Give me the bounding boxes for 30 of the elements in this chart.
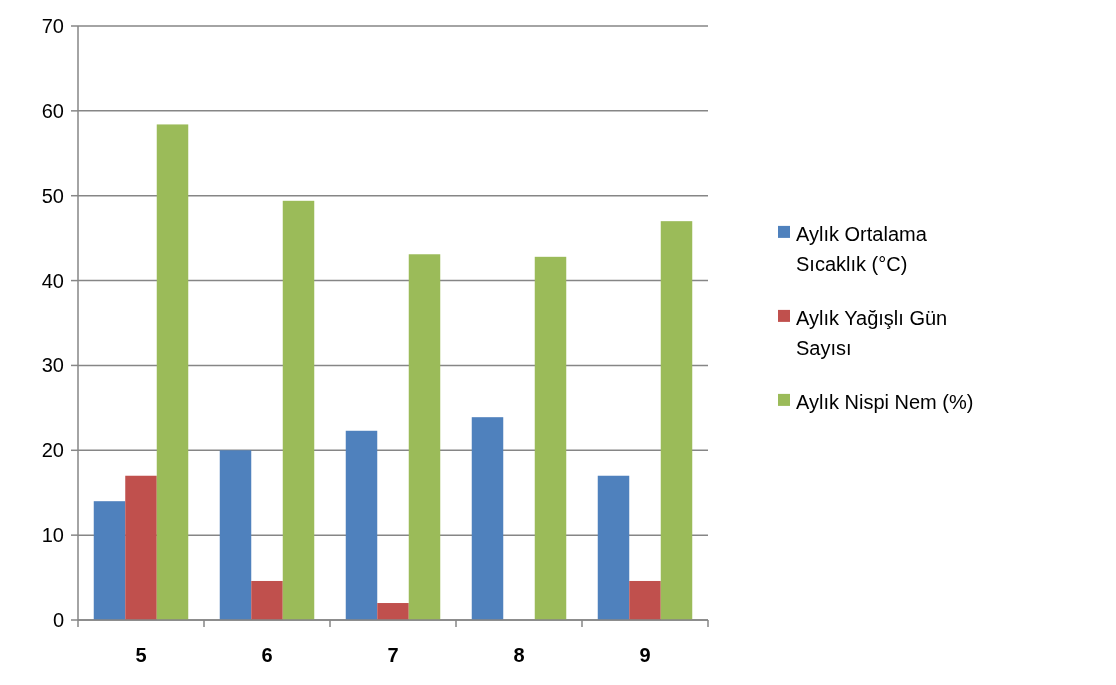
- legend-label: Aylık Yağışlı Gün Sayısı: [796, 306, 948, 359]
- x-tick-label: 5: [135, 644, 147, 666]
- bar: [534, 256, 567, 620]
- bar: [597, 475, 630, 620]
- bar: [471, 417, 504, 620]
- y-tick-label: 10: [41, 524, 64, 547]
- bar: [345, 430, 378, 620]
- y-tick-label: 70: [41, 15, 64, 37]
- y-tick-label: 20: [41, 439, 64, 462]
- legend-label: Aylık Ortalama Sıcaklık (°C): [796, 222, 928, 275]
- bar: [660, 221, 693, 620]
- y-tick-label: 50: [41, 184, 64, 207]
- x-tick-label: 8: [513, 644, 525, 666]
- y-tick-label: 0: [52, 609, 64, 631]
- bar: [219, 450, 252, 620]
- legend-label: Aylık Nispi Nem (%): [796, 390, 974, 413]
- bar: [408, 254, 441, 620]
- y-tick-label: 30: [41, 354, 64, 377]
- y-tick-label: 40: [41, 269, 64, 292]
- bar: [125, 475, 157, 620]
- bar: [629, 580, 661, 620]
- x-tick-label: 6: [261, 644, 273, 666]
- bar: [251, 580, 283, 620]
- bar: [282, 200, 315, 620]
- bar: [93, 501, 126, 620]
- x-tick-label: 9: [639, 644, 651, 666]
- x-tick-label: 7: [387, 644, 399, 666]
- bar: [156, 124, 189, 620]
- bar: [377, 603, 409, 620]
- y-tick-label: 60: [41, 99, 64, 122]
